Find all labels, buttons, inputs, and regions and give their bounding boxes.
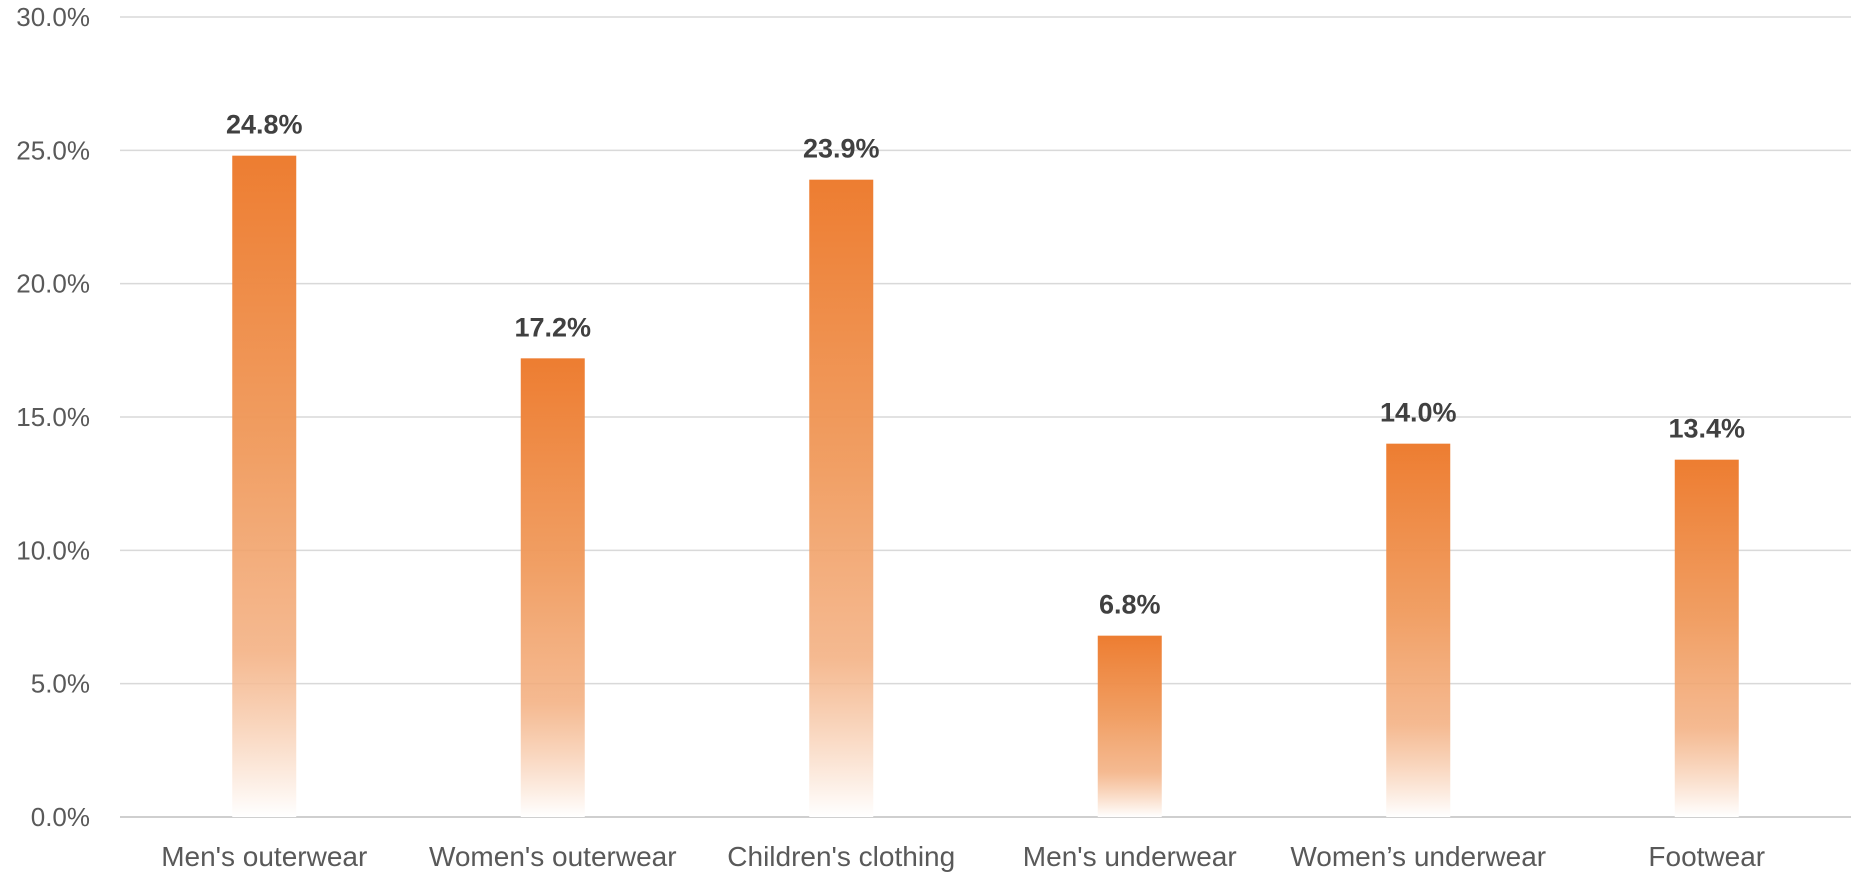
y-tick-label: 10.0% [16,535,90,565]
y-axis-tick-labels: 0.0% 5.0% 10.0% 15.0% 20.0% 25.0% 30.0% [16,2,90,832]
x-tick-label: Children's clothing [727,841,955,872]
bar [1674,459,1739,817]
y-tick-label: 5.0% [31,669,90,699]
y-tick-label: 0.0% [31,802,90,832]
y-tick-label: 20.0% [16,269,90,299]
bar [1097,635,1162,817]
y-tick-label: 30.0% [16,2,90,32]
x-tick-label: Women’s underwear [1290,841,1546,872]
x-tick-label: Women's outerwear [429,841,677,872]
x-axis-category-labels: Men's outerwear Women's outerwear Children… [161,841,1765,872]
bars [232,155,1739,817]
data-labels: 24.8% 17.2% 23.9% 6.8% 14.0% 13.4% [226,110,1745,620]
x-tick-label: Footwear [1648,841,1765,872]
bar [1386,443,1451,817]
bar [520,358,585,817]
data-label: 23.9% [803,134,880,164]
data-label: 13.4% [1668,414,1745,444]
bar [232,155,297,817]
bar [809,179,874,817]
y-tick-label: 15.0% [16,402,90,432]
data-label: 17.2% [514,312,591,342]
data-label: 24.8% [226,110,303,140]
data-label: 14.0% [1380,398,1457,428]
x-tick-label: Men's underwear [1023,841,1237,872]
x-tick-label: Men's outerwear [161,841,367,872]
y-tick-label: 25.0% [16,135,90,165]
gridlines [120,16,1851,818]
data-label: 6.8% [1099,590,1161,620]
